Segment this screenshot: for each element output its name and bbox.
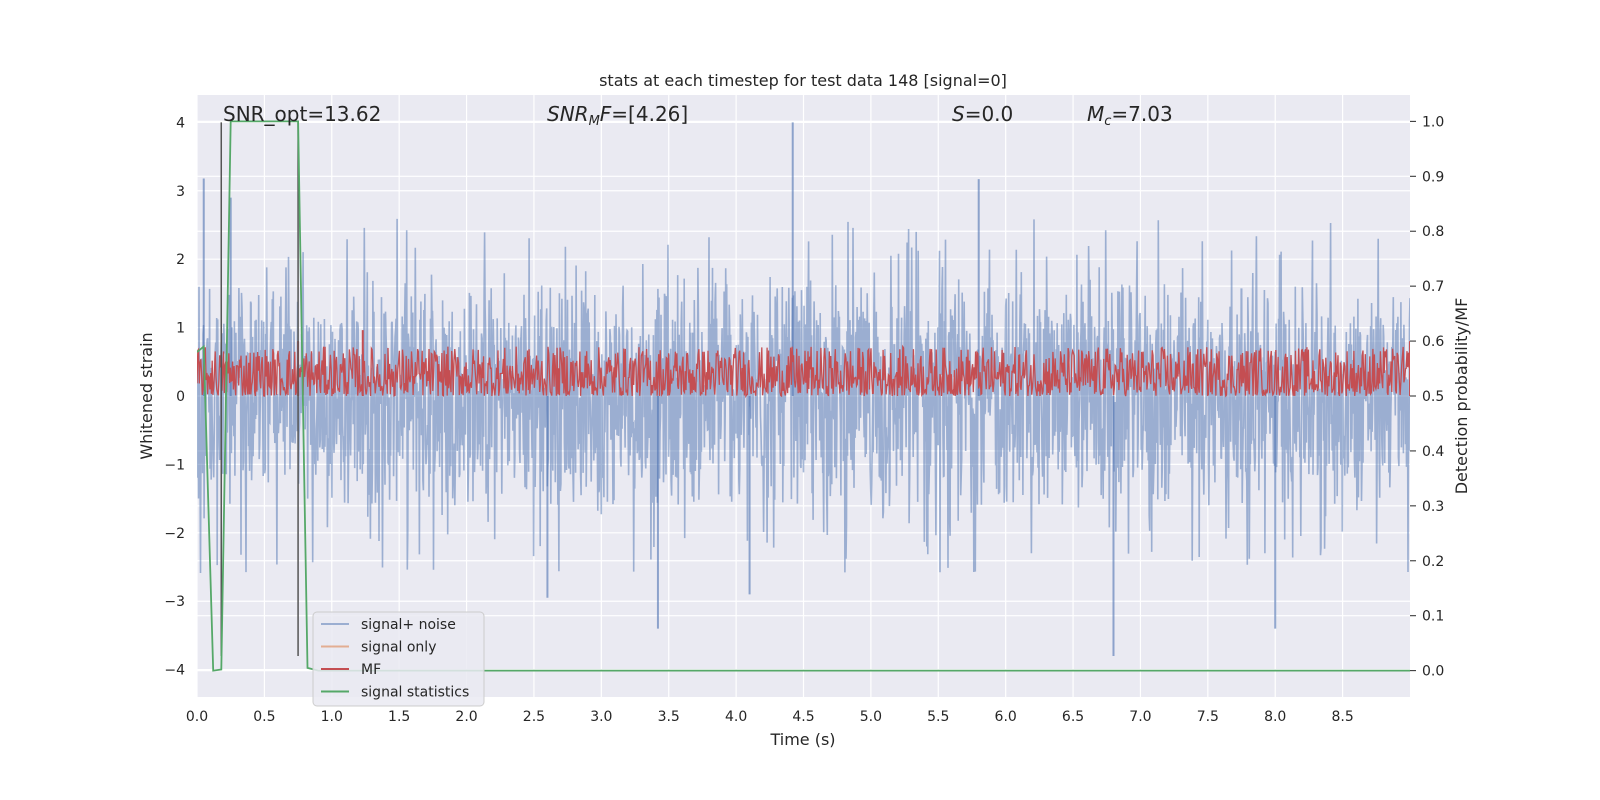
x-tick-label: 3.0 [590,709,612,725]
x-tick-label: 6.5 [1062,709,1084,725]
x-tick-label: 4.0 [725,709,747,725]
x-tick-label: 1.5 [388,709,410,725]
y-tick-label: 3 [176,184,185,200]
y2-tick-label: 0.6 [1422,334,1444,350]
y-tick-label: −1 [164,457,185,473]
x-tick-label: 1.0 [321,709,343,725]
y2-tick-label: 0.4 [1422,444,1444,460]
signal-noise-line [197,218,1410,574]
legend-label: signal+ noise [361,617,456,633]
y-tick-label: 2 [176,252,185,268]
x-tick-label: 6.0 [995,709,1017,725]
y2-tick-label: 0.8 [1422,224,1444,240]
x-tick-label: 7.5 [1197,709,1219,725]
annotation-snr-opt: SNR_opt=13.62 [223,102,381,126]
marker-lines [220,122,299,656]
x-tick-label: 3.5 [658,709,680,725]
annotation-snr-mf: SNRMF=[4.26] [547,102,688,129]
y2-tick-label: 0.9 [1422,169,1444,185]
annotation-mc-value: Mc=7.03 [1087,102,1173,129]
y-tick-label: −3 [164,594,185,610]
y2-axis-ticks: 1.0 0.9 0.8 0.7 0.6 0.5 0.4 0.3 0.2 0.1 0.0 [1410,114,1444,680]
x-tick-label: 7.0 [1129,709,1151,725]
x-tick-label: 2.0 [455,709,477,725]
y2-tick-label: 0.2 [1422,554,1444,570]
y-tick-label: 1 [176,321,185,337]
x-tick-label: 0.5 [253,709,275,725]
mf-line [197,344,1410,399]
y-tick-label: −2 [164,526,185,542]
x-tick-label: 8.5 [1331,709,1353,725]
x-axis-label: Time (s) [769,730,835,749]
legend-label: MF [361,662,381,678]
y2-axis-label: Detection probability/MF [1452,298,1471,495]
y2-tick-label: 0.0 [1422,664,1444,680]
legend-label: signal only [361,640,436,656]
x-tick-label: 2.5 [523,709,545,725]
y-tick-label: −4 [164,663,185,679]
x-axis-ticks: 0.0 0.5 1.0 1.5 2.0 2.5 3.0 3.5 4.0 4.5 5.0 5.5 6.0 6… [186,709,1354,725]
legend-box [312,611,485,707]
annotation-s-value: S=0.0 [952,102,1013,126]
y2-tick-label: 0.5 [1422,389,1444,405]
legend-label: signal statistics [361,685,469,701]
y-axis-label: Whitened strain [137,332,156,459]
y2-tick-label: 0.3 [1422,499,1444,515]
y-tick-label: 0 [176,389,185,405]
x-tick-label: 5.5 [927,709,949,725]
x-tick-label: 4.5 [792,709,814,725]
y2-tick-label: 0.7 [1422,279,1444,295]
legend: signal+ noise signal only MF signal statist… [312,611,485,707]
y2-tick-label: 1.0 [1422,114,1444,130]
x-tick-label: 0.0 [186,709,208,725]
x-tick-label: 5.0 [860,709,882,725]
y-axis-ticks: 4 3 2 1 0 −1 −2 −3 −4 [164,115,185,678]
y-tick-label: 4 [176,115,185,131]
signal-noise-series [197,122,1410,656]
chart-title: stats at each timestep for test data 148… [599,71,1007,90]
x-tick-label: 8.0 [1264,709,1286,725]
y2-tick-label: 0.1 [1422,609,1444,625]
